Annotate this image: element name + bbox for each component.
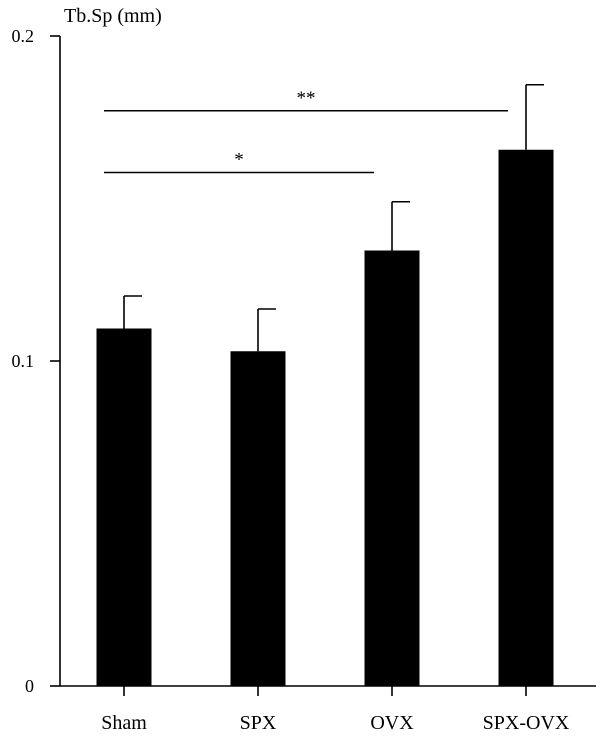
error-bars (123, 83, 544, 352)
x-tick-label: OVX (370, 712, 414, 734)
x-tick-label: SPX (240, 712, 277, 734)
bar (230, 351, 286, 686)
y-tick-label: 0.1 (12, 351, 35, 371)
bar (96, 328, 152, 686)
bars (96, 149, 554, 686)
y-tick-label: 0 (25, 676, 34, 696)
y-tick-label: 0.2 (12, 26, 35, 46)
x-tick-label: Sham (101, 712, 147, 734)
x-tick-label: SPX-OVX (483, 712, 570, 734)
bar (364, 250, 420, 686)
axes: 0 0.1 0.2 Sham SPX OVX SPX-OVX (12, 26, 596, 734)
significance-annotations: *** (104, 88, 508, 174)
significance-label: * (234, 150, 244, 171)
significance-label: ** (297, 88, 316, 109)
y-axis-label: Tb.Sp (mm) (64, 5, 162, 27)
bar (498, 149, 554, 686)
